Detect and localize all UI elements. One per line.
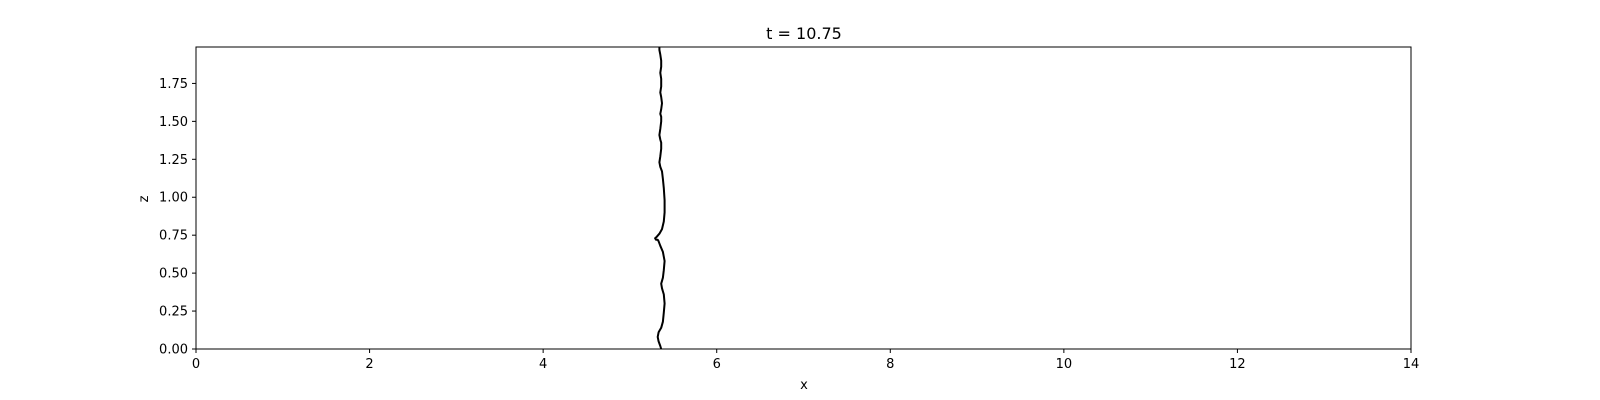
y-tick-label: 0.25 — [159, 305, 188, 320]
y-tick-label: 0.50 — [159, 267, 188, 282]
x-tick-label: 6 — [713, 357, 721, 372]
y-tick-label: 0.75 — [159, 229, 188, 244]
y-tick-label: 1.50 — [159, 115, 188, 130]
y-tick-label: 1.00 — [159, 191, 188, 206]
y-tick-label: 1.25 — [159, 153, 188, 168]
x-tick-label: 0 — [192, 357, 200, 372]
y-tick-label: 0.00 — [159, 343, 188, 358]
x-tick-label: 10 — [1056, 357, 1073, 372]
x-tick-label: 12 — [1229, 357, 1246, 372]
x-axis-label: x — [800, 378, 808, 393]
x-tick-label: 2 — [365, 357, 373, 372]
axes-frame — [195, 46, 1412, 350]
x-tick-label: 8 — [886, 357, 894, 372]
chart-title: t = 10.75 — [766, 24, 842, 43]
x-axis-ticks: 0 2 4 6 8 10 12 14 — [192, 349, 1419, 372]
plot-area — [654, 47, 666, 350]
y-axis-label: z — [137, 195, 152, 202]
y-axis-ticks: 0.00 0.25 0.50 0.75 1.00 1.25 1.50 1.75 — [159, 77, 196, 358]
x-tick-label: 4 — [539, 357, 547, 372]
x-tick-label: 14 — [1403, 357, 1420, 372]
series-line-0 — [654, 47, 666, 350]
y-tick-label: 1.75 — [159, 77, 188, 92]
